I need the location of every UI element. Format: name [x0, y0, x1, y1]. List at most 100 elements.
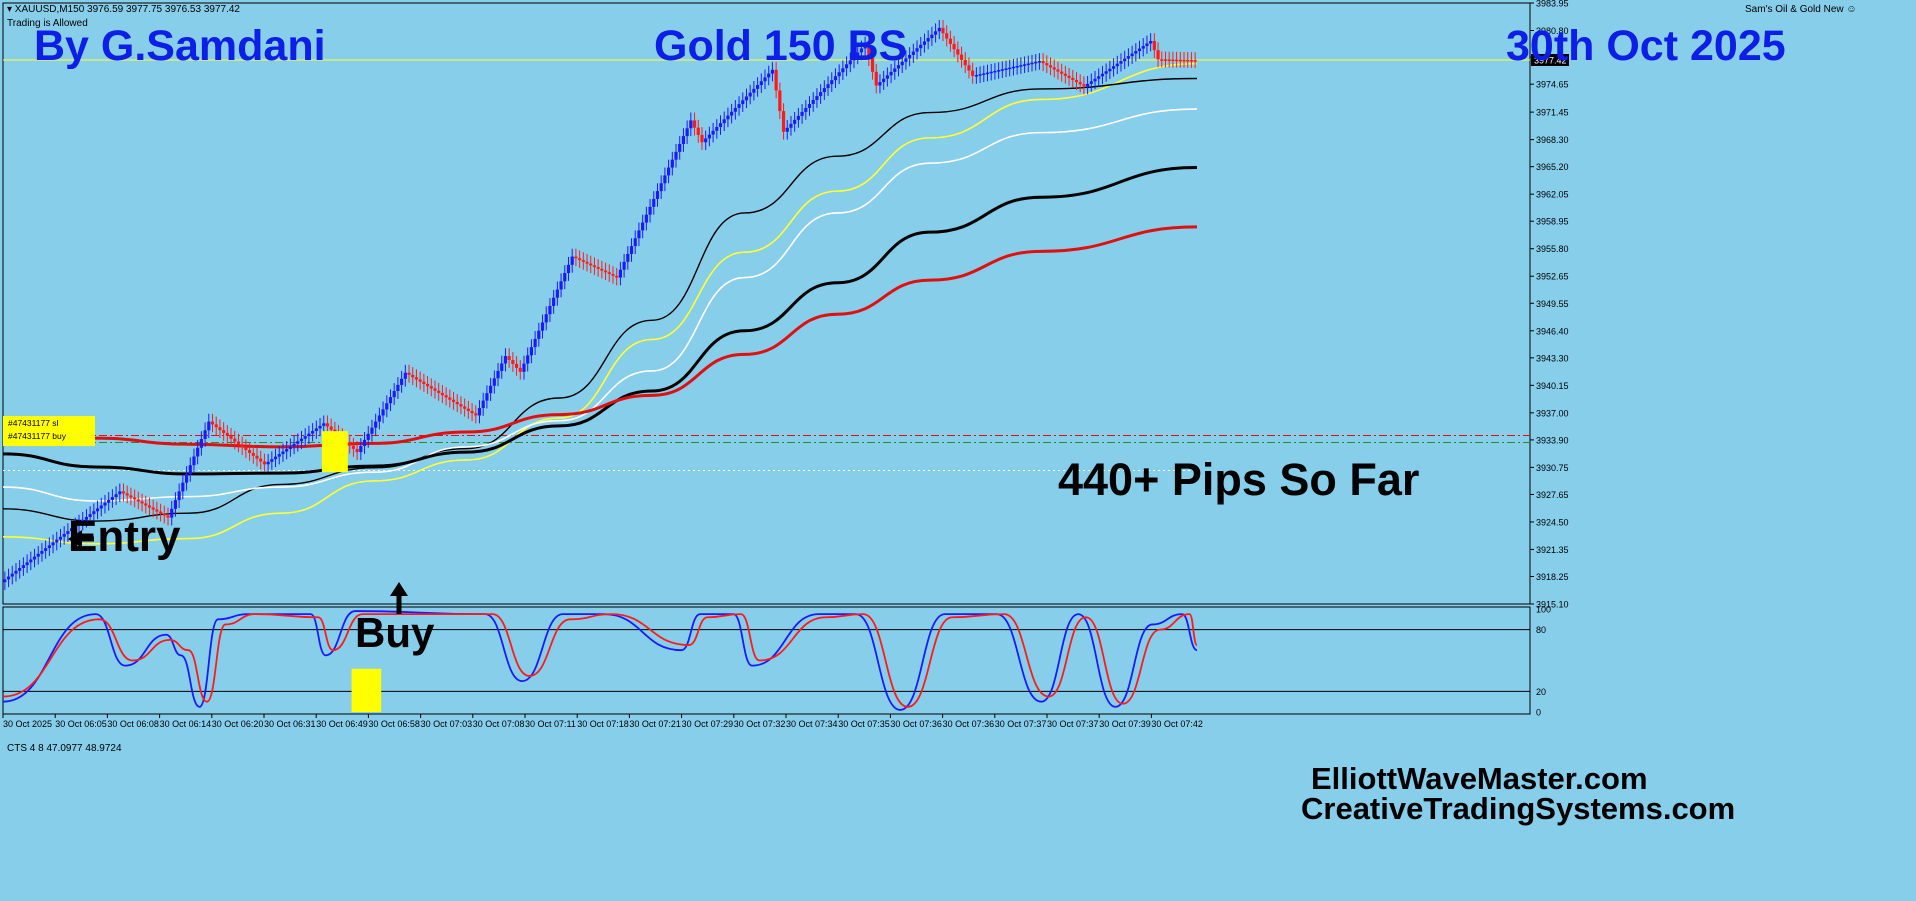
- bull-candle: [403, 372, 407, 379]
- bear-candle: [578, 258, 582, 261]
- bull-candle: [1115, 63, 1119, 67]
- time-tick-label: 30 Oct 07:29: [682, 719, 734, 729]
- bull-candle: [485, 393, 489, 401]
- bear-candle: [229, 435, 233, 439]
- bull-candle: [859, 48, 864, 53]
- bear-candle: [125, 493, 129, 496]
- bull-candle: [689, 120, 693, 129]
- bull-candle: [1022, 64, 1027, 66]
- bull-candle: [10, 573, 14, 577]
- time-tick-label: 30 Oct 07:37: [995, 719, 1047, 729]
- bull-candle: [566, 264, 571, 274]
- bear-candle: [1182, 59, 1186, 62]
- price-tick-label: 3924.50: [1536, 517, 1569, 527]
- bull-candle: [755, 85, 760, 89]
- bear-candle: [429, 386, 433, 389]
- bull-candle: [882, 78, 886, 83]
- time-tick-label: 30 Oct 07:36: [943, 719, 995, 729]
- bull-candle: [318, 425, 322, 429]
- bull-candle: [1108, 68, 1112, 72]
- bear-candle: [518, 367, 522, 372]
- bear-candle: [1152, 40, 1156, 51]
- bull-candle: [978, 74, 982, 76]
- bear-candle: [218, 427, 222, 431]
- bull-candle: [919, 44, 923, 49]
- price-tick-label: 3915.10: [1536, 600, 1569, 610]
- bear-candle: [1078, 82, 1082, 85]
- bear-candle: [585, 261, 589, 264]
- bull-candle: [207, 421, 211, 431]
- bull-candle: [830, 80, 834, 85]
- stochastic-header: CTS 4 8 47.0977 48.9724: [7, 743, 122, 754]
- bull-candle: [196, 447, 200, 457]
- time-tick-label: 30 Oct 07:11: [525, 719, 576, 729]
- bear-candle: [144, 503, 148, 506]
- bull-candle: [648, 206, 652, 215]
- bull-candle: [552, 297, 556, 306]
- bull-candle: [1123, 58, 1127, 62]
- buy-label: Buy: [355, 609, 435, 656]
- bull-candle: [911, 51, 915, 55]
- bull-candle: [492, 378, 496, 386]
- bear-candle: [158, 511, 163, 514]
- bull-candle: [856, 52, 860, 57]
- bear-candle: [136, 499, 140, 502]
- bear-candle: [692, 120, 697, 128]
- bear-candle: [147, 505, 152, 508]
- bull-candle: [381, 409, 385, 416]
- bull-candle: [44, 548, 48, 551]
- bull-candle: [14, 570, 18, 574]
- bear-candle: [948, 38, 953, 44]
- price-tick-label: 3930.75: [1536, 463, 1569, 473]
- bull-candle: [114, 494, 118, 498]
- price-tick-label: 3955.80: [1536, 244, 1569, 254]
- stochastic-tick-label: 0: [1536, 708, 1541, 718]
- bull-candle: [181, 482, 185, 492]
- bull-candle: [29, 559, 33, 563]
- bull-candle: [540, 322, 545, 331]
- bull-candle: [733, 107, 737, 112]
- time-tick-label: 30 Oct 07:34: [786, 719, 838, 729]
- bull-candle: [1093, 78, 1097, 82]
- time-tick-label: 30 Oct 06:20: [212, 719, 264, 729]
- bear-candle: [696, 127, 700, 135]
- bull-candle: [1019, 65, 1023, 67]
- bear-candle: [455, 401, 459, 405]
- bull-candle: [811, 100, 815, 104]
- bear-candle: [240, 444, 244, 448]
- bull-candle: [678, 143, 682, 152]
- bear-candle: [874, 71, 878, 86]
- price-tick-label: 3937.00: [1536, 408, 1569, 418]
- symbol-info: ▾ XAUUSD,M150 3976.59 3977.75 3976.53 39…: [7, 4, 240, 15]
- moving-average-black_thick: [2, 166, 1198, 476]
- bear-candle: [140, 501, 144, 504]
- bull-candle: [641, 222, 645, 231]
- bull-candle: [618, 269, 622, 278]
- bull-candle: [900, 61, 904, 66]
- time-tick-label: 30 Oct 07:08: [473, 719, 525, 729]
- bull-candle: [663, 175, 667, 184]
- bull-candle: [173, 500, 178, 509]
- bull-candle: [58, 536, 63, 540]
- date-title: 30th Oct 2025: [1506, 22, 1786, 70]
- bear-candle: [225, 432, 229, 436]
- bull-candle: [878, 82, 882, 86]
- bull-candle: [730, 111, 734, 116]
- bear-candle: [967, 65, 971, 71]
- bear-candle: [952, 43, 956, 50]
- entry-label: Entry: [68, 512, 181, 561]
- bull-candle: [1008, 67, 1012, 70]
- bear-candle: [870, 58, 875, 72]
- bull-candle: [537, 330, 541, 339]
- bear-candle: [963, 59, 967, 66]
- bear-candle: [1071, 77, 1075, 81]
- bull-candle: [1086, 83, 1090, 87]
- bull-candle: [533, 338, 537, 348]
- bear-candle: [1060, 71, 1064, 74]
- price-tick-label: 3980.80: [1536, 26, 1569, 36]
- bear-candle: [1074, 80, 1079, 83]
- bear-candle: [440, 392, 445, 396]
- price-tick-label: 3946.40: [1536, 326, 1569, 336]
- bull-candle: [73, 525, 77, 529]
